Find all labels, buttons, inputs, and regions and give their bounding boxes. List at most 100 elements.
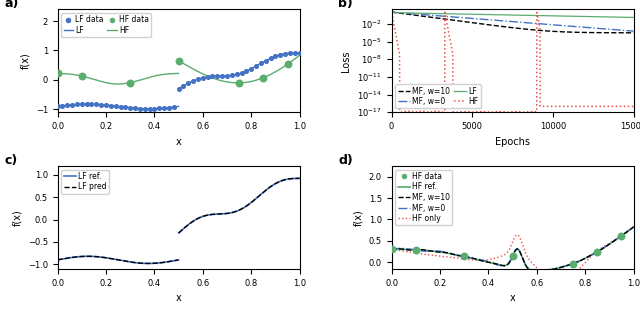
Line: LF pred: LF pred [58, 256, 179, 264]
LF ref. [66, 256, 74, 260]
LF [429, 12, 437, 15]
LF pred [103, 256, 111, 260]
Text: d): d) [339, 154, 353, 167]
MF, w=10 [400, 248, 408, 251]
Point [140, 106, 150, 111]
Legend: HF data, HF ref., MF, w=10, MF, w=0, HF only: HF data, HF ref., MF, w=10, MF, w=0, HF … [396, 170, 452, 225]
LF pred [145, 262, 152, 265]
Point [508, 253, 518, 258]
MF, w=10 [388, 10, 396, 14]
LF pred [137, 261, 145, 265]
HF only [400, 249, 408, 253]
Y-axis label: f(x): f(x) [20, 53, 30, 69]
Legend: LF data, LF, HF data, HF: LF data, LF, HF data, HF [61, 13, 151, 37]
MF, w=10 [623, 230, 630, 234]
HF [415, 109, 423, 113]
HF ref. [400, 248, 408, 251]
Point [232, 72, 242, 77]
Point [280, 51, 290, 56]
MF, w=10 [623, 230, 630, 234]
MF, w=0 [499, 264, 507, 268]
MF, w=0 [506, 261, 513, 265]
Point [202, 74, 212, 79]
Point [62, 103, 72, 108]
X-axis label: x: x [509, 293, 515, 303]
MF, w=10 [625, 31, 633, 35]
LF [599, 15, 607, 19]
Point [275, 52, 285, 57]
MF, w=10 [579, 258, 586, 262]
HF only [623, 231, 630, 234]
MF, w=10 [531, 269, 539, 272]
HF ref. [623, 230, 630, 234]
Point [120, 105, 131, 110]
Line: HF: HF [392, 12, 634, 112]
Line: MF, w=0: MF, w=0 [392, 12, 634, 31]
MF, w=0 [388, 248, 396, 251]
Point [411, 247, 421, 252]
Point [96, 102, 106, 107]
LF [481, 13, 488, 16]
MF, w=0 [415, 12, 423, 16]
MF, w=10 [388, 248, 396, 251]
Point [145, 106, 155, 111]
HF only [506, 248, 513, 252]
Point [246, 66, 257, 71]
Point [217, 74, 227, 78]
HF ref. [579, 258, 586, 261]
Point [616, 233, 627, 238]
MF, w=10 [499, 264, 507, 268]
Point [266, 56, 276, 61]
Point [149, 106, 159, 111]
HF [491, 110, 499, 113]
HF [630, 104, 637, 108]
Point [67, 102, 77, 107]
LF pred [66, 256, 74, 260]
MF, w=0 [481, 18, 488, 21]
Legend: LF ref., LF pred: LF ref., LF pred [61, 170, 109, 194]
Point [459, 254, 469, 259]
Legend: MF, w=10, MF, w=0, LF, HF: MF, w=10, MF, w=0, LF, HF [396, 84, 481, 108]
Y-axis label: f(x): f(x) [12, 209, 22, 226]
Point [236, 70, 246, 75]
LF [491, 13, 499, 17]
Point [227, 73, 237, 78]
Point [125, 80, 135, 85]
X-axis label: x: x [176, 293, 182, 303]
Point [125, 105, 135, 110]
Point [164, 105, 174, 110]
LF ref. [103, 256, 111, 260]
MF, w=0 [388, 10, 396, 14]
Line: MF, w=10: MF, w=10 [392, 227, 634, 270]
LF pred [107, 257, 115, 260]
Text: a): a) [4, 0, 19, 10]
Point [193, 77, 203, 82]
Point [173, 86, 184, 91]
MF, w=10 [630, 225, 637, 229]
Y-axis label: Loss: Loss [342, 50, 351, 71]
LF ref. [54, 258, 61, 262]
MF, w=0 [630, 225, 637, 229]
LF pred [54, 258, 61, 262]
Point [592, 249, 602, 254]
HF [625, 104, 633, 108]
Line: LF ref.: LF ref. [58, 256, 179, 264]
Point [294, 50, 305, 55]
HF ref. [533, 269, 541, 272]
Point [188, 78, 198, 83]
MF, w=0 [623, 230, 630, 234]
MF, w=0 [630, 29, 637, 33]
LF [625, 15, 633, 19]
LF ref. [148, 261, 156, 265]
Point [207, 74, 218, 79]
Point [86, 102, 97, 107]
Line: MF, w=0: MF, w=0 [392, 227, 634, 271]
MF, w=0 [400, 247, 408, 250]
LF pred [150, 261, 158, 265]
MF, w=0 [625, 29, 633, 33]
LF ref. [175, 258, 182, 262]
MF, w=0 [491, 19, 499, 22]
Point [173, 58, 184, 63]
Line: MF, w=10: MF, w=10 [392, 12, 634, 33]
HF only [555, 281, 563, 285]
